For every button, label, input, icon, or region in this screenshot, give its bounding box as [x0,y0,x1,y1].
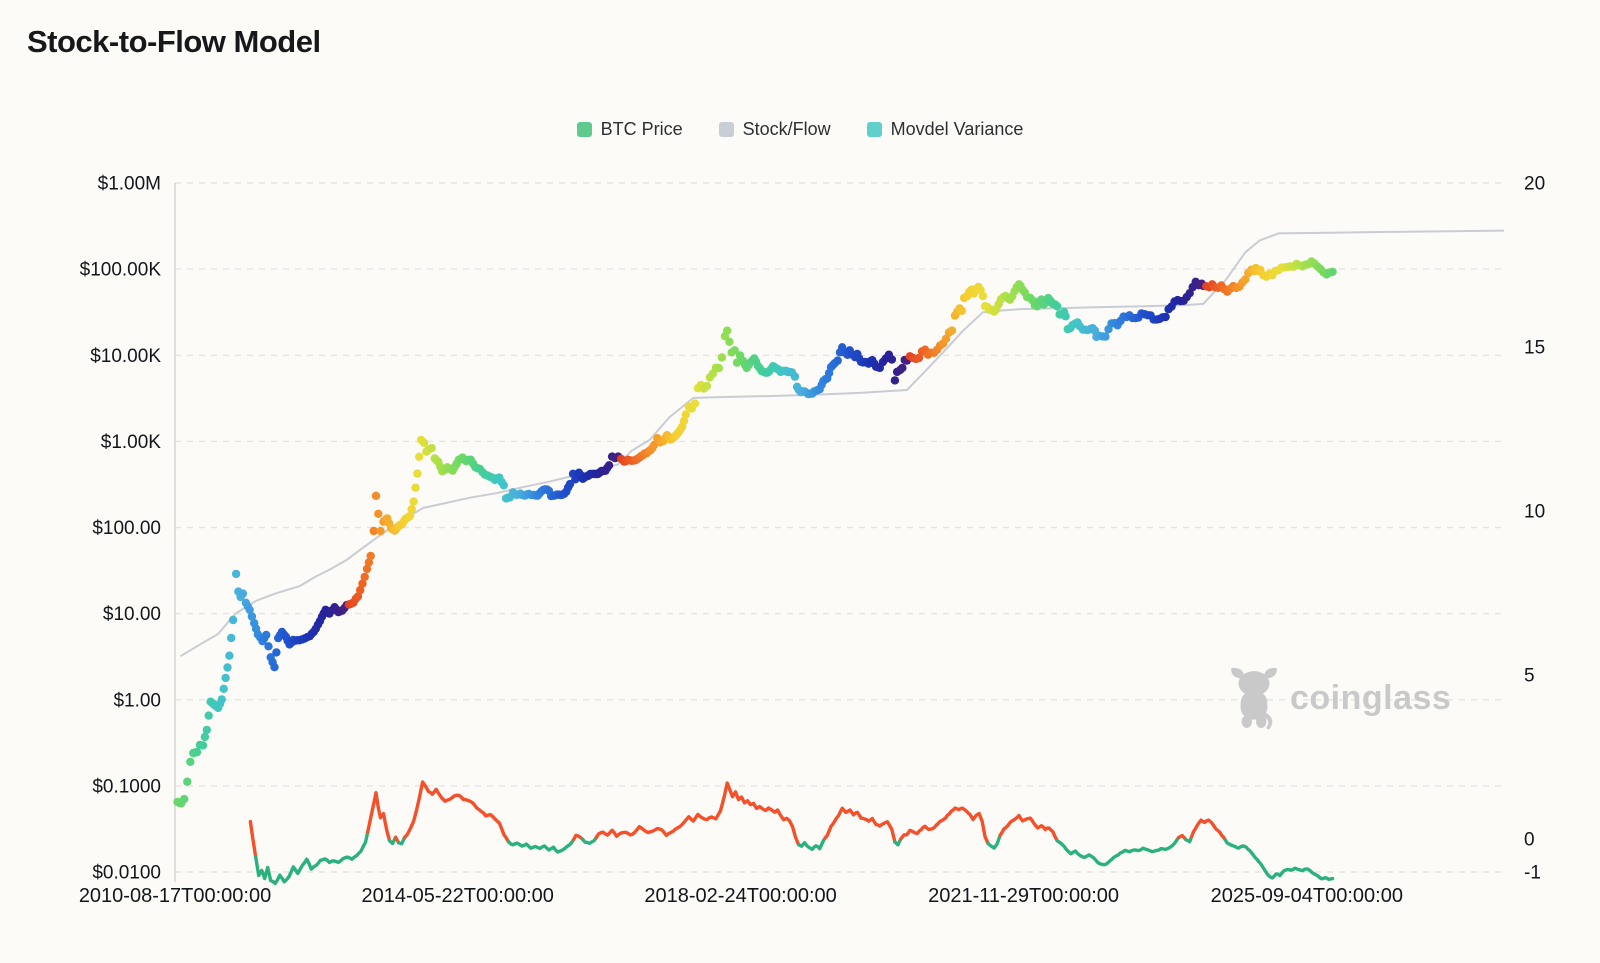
chart-legend: BTC Price Stock/Flow Movdel Variance [0,119,1600,140]
y-axis-left-tick-label: $10.00 [103,604,161,625]
y-axis-right-tick-label: 20 [1524,174,1545,195]
legend-label: Stock/Flow [742,119,831,139]
x-axis-labels: 2010-08-17T00:00:00 2014-05-22T00:00:00 20… [79,885,1403,907]
y-axis-left-tick-label: $1.00M [98,174,161,195]
y-axis-left-tick-label: $1.00 [113,690,161,711]
x-axis-tick-label: 2014-05-22T00:00:00 [362,885,554,907]
y-axis-right-tick-label: 10 [1524,502,1545,523]
legend-item-btc-price[interactable]: BTC Price [576,119,683,140]
model-variance-series [248,780,1335,886]
y-axis-left-tick-label: $100.00K [80,260,162,281]
stock-flow-series [179,229,1505,658]
x-axis-tick-label: 2021-11-29T00:00:00 [928,885,1119,907]
stock-flow-swatch-icon [718,122,734,137]
x-axis-tick-label: 2018-02-24T00:00:00 [644,885,836,907]
y-axis-left-tick-label: $10.00K [90,346,161,367]
legend-label: Movdel Variance [890,119,1024,139]
btc-price-swatch-icon [576,122,592,137]
x-axis-tick-label: 2010-08-17T00:00:00 [79,885,271,907]
y-axis-right-tick-label: 0 [1524,830,1535,851]
legend-item-model-variance[interactable]: Movdel Variance [866,119,1024,140]
y-axis-left-tick-label: $100.00 [92,518,161,539]
stock-flow-line [179,229,1505,658]
legend-item-stock-flow[interactable]: Stock/Flow [718,119,831,140]
legend-label: BTC Price [600,119,683,139]
model-variance-swatch-icon [866,122,882,137]
y-axis-left-tick-label: $0.0100 [92,863,161,884]
y-axis-right-labels: 20 15 10 5 0 -1 [1524,174,1545,884]
btc-price-series [173,257,1337,808]
y-axis-left-tick-label: $1.00K [101,432,162,453]
y-axis-left-labels: $1.00M $100.00K $10.00K $1.00K $100.00 $10.00… [80,174,162,884]
page-title: Stock-to-Flow Model [27,24,321,59]
y-axis-right-tick-label: 15 [1524,338,1545,359]
y-axis-right-tick-label: 5 [1524,666,1535,687]
y-axis-left-tick-label: $0.1000 [92,776,161,797]
y-axis-right-tick-label: -1 [1524,863,1541,884]
x-axis-tick-label: 2025-09-04T00:00:00 [1211,885,1403,907]
